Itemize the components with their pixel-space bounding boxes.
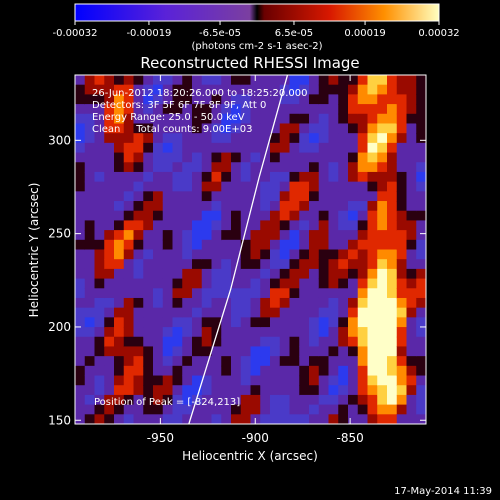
colorbar-tick-label: 6.5e-05 xyxy=(275,28,313,39)
y-tick-label: 200 xyxy=(48,320,71,334)
colorbar-tick-label: -0.00019 xyxy=(126,28,171,39)
x-tick-label: -950 xyxy=(147,431,174,445)
colorbar-tick-label: -6.5e-05 xyxy=(199,28,241,39)
y-tick-label: 300 xyxy=(48,133,71,147)
heatmap-area xyxy=(75,75,426,424)
x-axis-ticks: -950 -900 -850 xyxy=(147,75,364,445)
plot-frame xyxy=(74,74,427,425)
colorbar-tick-label: 0.00019 xyxy=(344,28,385,39)
annotation-energy-range: Energy Range: 25.0 - 50.0 keV xyxy=(92,112,245,123)
chart-title: Reconstructed RHESSI Image xyxy=(140,54,359,72)
colorbar-tick-label: 0.00032 xyxy=(418,28,459,39)
colorbar xyxy=(74,3,440,22)
annotation-clean-counts: Clean Total counts: 9.00E+03 xyxy=(92,124,253,135)
colorbar-tick-label: -0.00032 xyxy=(53,28,98,39)
x-axis-label: Heliocentric X (arcsec) xyxy=(182,449,318,463)
x-tick-label: -850 xyxy=(336,431,363,445)
y-tick-label: 250 xyxy=(48,227,71,241)
y-axis-ticks: 150 200 250 300 xyxy=(48,133,426,427)
colorbar-unit-label: (photons cm-2 s-1 asec-2) xyxy=(191,41,322,52)
footer-date: 17-May-2014 11:39 xyxy=(394,486,492,497)
annotation-peak-position: Position of Peak = [-824,213] xyxy=(94,397,241,408)
solar-limb-curve xyxy=(188,75,289,424)
y-tick-label: 150 xyxy=(48,413,71,427)
y-axis-label: Heliocentric Y (arcsec) xyxy=(27,183,41,318)
annotation-time-range: 26-Jun-2012 18:20:26.000 to 18:25:20.000 xyxy=(92,88,308,99)
annotation-detectors: Detectors: 3F 5F 6F 7F 8F 9F, Att 0 xyxy=(92,100,267,111)
x-tick-label: -900 xyxy=(242,431,269,445)
colorbar-ticks: -0.00032 -0.00019 -6.5e-05 6.5e-05 0.00019 0.… xyxy=(53,21,460,39)
